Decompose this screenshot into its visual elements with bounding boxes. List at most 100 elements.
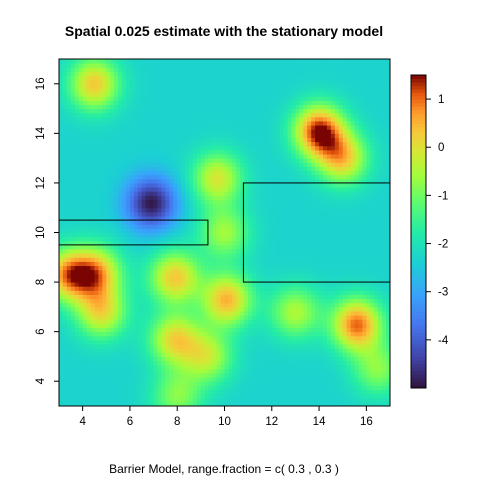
heatmap-cell: [279, 269, 285, 275]
heatmap-cell: [98, 112, 103, 118]
heatmap-cell: [173, 63, 178, 68]
heatmap-cell: [165, 112, 170, 118]
heatmap-cell: [122, 282, 127, 287]
heatmap-cell: [74, 145, 80, 151]
heatmap-cell: [279, 141, 285, 147]
heatmap-cell: [275, 182, 281, 188]
heatmap-cell: [70, 302, 76, 308]
heatmap-cell: [196, 92, 202, 97]
heatmap-cell: [165, 182, 170, 188]
heatmap-cell: [145, 149, 151, 155]
heatmap-cell: [145, 397, 151, 403]
heatmap-cell: [200, 348, 206, 353]
heatmap-cell: [157, 298, 162, 304]
heatmap-cell: [129, 249, 135, 254]
heatmap-cell: [82, 96, 88, 101]
heatmap-cell: [149, 356, 155, 362]
heatmap-cell: [279, 381, 285, 386]
heatmap-cell: [236, 203, 241, 209]
heatmap-cell: [66, 236, 72, 242]
heatmap-cell: [129, 71, 135, 77]
heatmap-cell: [287, 335, 292, 341]
heatmap-cell: [125, 59, 131, 64]
heatmap-cell: [74, 277, 80, 283]
heatmap-cell: [90, 145, 95, 151]
heatmap-cell: [161, 87, 166, 93]
heatmap-cell: [110, 191, 115, 196]
heatmap-cell: [82, 401, 88, 407]
heatmap-cell: [189, 257, 194, 262]
heatmap-cell: [228, 145, 233, 151]
heatmap-cell: [110, 162, 115, 167]
heatmap-cell: [244, 273, 249, 279]
heatmap-cell: [66, 162, 72, 167]
heatmap-cell: [114, 195, 119, 200]
heatmap-cell: [291, 360, 296, 366]
heatmap-cell: [74, 203, 80, 209]
heatmap-cell: [129, 327, 135, 333]
heatmap-cell: [59, 360, 64, 366]
heatmap-cell: [94, 199, 99, 205]
heatmap-cell: [129, 261, 135, 267]
heatmap-cell: [189, 220, 194, 225]
heatmap-cell: [216, 137, 222, 143]
heatmap-cell: [153, 203, 159, 209]
heatmap-cell: [208, 174, 214, 180]
heatmap-cell: [196, 170, 202, 176]
heatmap-cell: [181, 137, 186, 143]
heatmap-cell: [153, 166, 159, 172]
heatmap-cell: [102, 120, 107, 126]
heatmap-cell: [161, 381, 166, 386]
heatmap-cell: [240, 244, 245, 250]
heatmap-cell: [279, 253, 285, 258]
heatmap-cell: [129, 87, 135, 93]
heatmap-cell: [185, 92, 190, 97]
heatmap-cell: [185, 344, 190, 349]
heatmap-cell: [189, 319, 194, 324]
heatmap-cell: [189, 335, 194, 341]
heatmap-cell: [248, 261, 253, 267]
heatmap-cell: [267, 282, 273, 287]
heatmap-cell: [192, 327, 198, 333]
heatmap-cell: [216, 220, 222, 225]
heatmap-cell: [267, 236, 273, 242]
heatmap-cell: [122, 92, 127, 97]
heatmap-cell: [181, 224, 186, 229]
heatmap-cell: [62, 92, 68, 97]
heatmap-cell: [137, 344, 143, 349]
heatmap-cell: [82, 261, 88, 267]
heatmap-cell: [133, 228, 139, 233]
heatmap-cell: [252, 232, 257, 238]
heatmap-cell: [137, 381, 143, 386]
heatmap-cell: [133, 368, 139, 374]
heatmap-cell: [271, 319, 277, 324]
heatmap-cell: [74, 393, 80, 399]
heatmap-cell: [196, 236, 202, 242]
heatmap-cell: [256, 129, 261, 134]
heatmap-cell: [236, 401, 241, 407]
heatmap-cell: [169, 331, 174, 337]
heatmap-cell: [208, 302, 214, 308]
heatmap-cell: [74, 344, 80, 349]
heatmap-cell: [169, 67, 174, 72]
heatmap-cell: [125, 129, 131, 134]
heatmap-cell: [196, 294, 202, 300]
heatmap-cell: [185, 331, 190, 337]
heatmap-cell: [129, 385, 135, 390]
heatmap-cell: [252, 323, 257, 329]
heatmap-cell: [106, 207, 111, 213]
heatmap-cell: [252, 377, 257, 382]
heatmap-cell: [78, 377, 84, 382]
heatmap-cell: [224, 79, 229, 85]
heatmap-cell: [236, 310, 241, 316]
heatmap-cell: [129, 182, 135, 188]
heatmap-cell: [256, 327, 261, 333]
heatmap-cell: [252, 199, 257, 205]
heatmap-cell: [185, 298, 190, 304]
heatmap-cell: [212, 286, 218, 291]
heatmap-cell: [114, 154, 119, 159]
heatmap-cell: [267, 108, 273, 114]
heatmap-cell: [106, 178, 111, 184]
heatmap-cell: [169, 240, 174, 246]
heatmap-cell: [216, 397, 222, 403]
